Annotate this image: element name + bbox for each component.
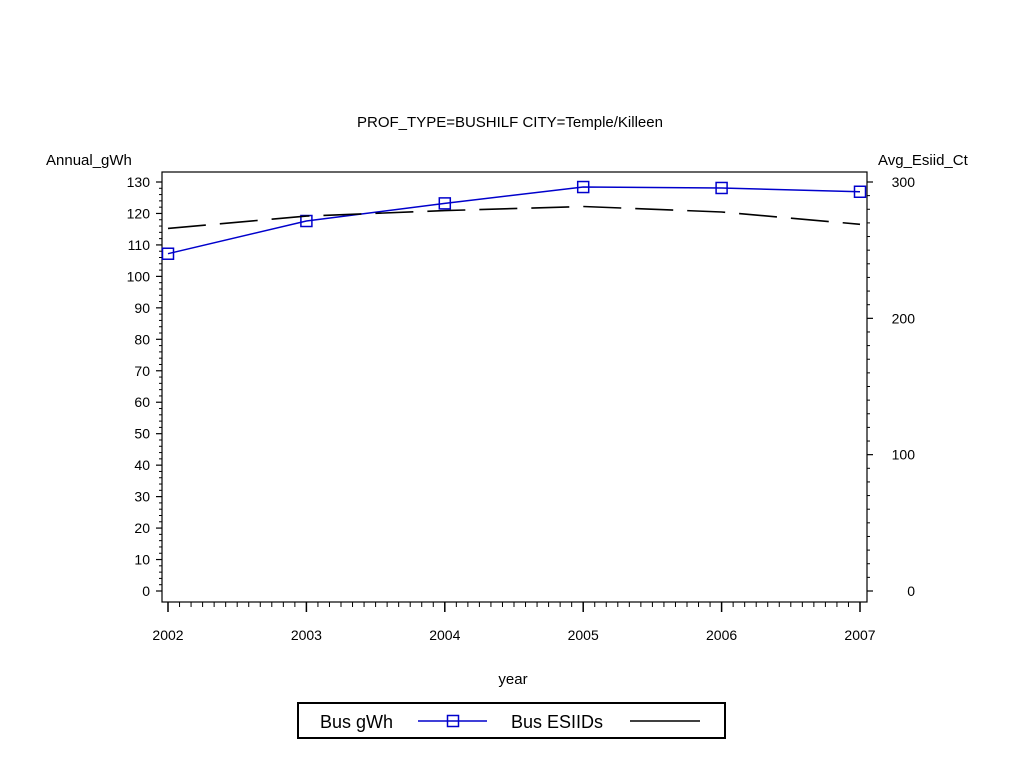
y-left-tick-label: 90 (134, 300, 150, 316)
y-left-tick-label: 20 (134, 520, 150, 536)
y-left-tick-label: 0 (142, 583, 150, 599)
chart-title: PROF_TYPE=BUSHILF CITY=Temple/Killeen (357, 114, 663, 131)
data-point-0 (576, 180, 590, 194)
x-axis-label: year (498, 671, 527, 688)
legend: Bus gWh Bus ESIIDs (297, 702, 726, 739)
data-point-0 (715, 181, 728, 195)
y-axis-left: 0 10 20 30 40 50 60 70 80 90 100 110 120 130 (127, 174, 162, 599)
y-left-tick-label: 70 (134, 363, 150, 379)
plot-frame (161, 171, 868, 603)
y-axis-right-label: Avg_Esiid_Ct (878, 152, 969, 169)
y-left-tick-label: 60 (134, 394, 150, 410)
data-point-0 (161, 247, 175, 260)
series-line-1 (167, 205, 861, 230)
series-line-0 (167, 186, 861, 255)
data-point-0 (438, 197, 452, 210)
series-layer (161, 180, 867, 260)
y-left-tick-label: 120 (127, 205, 151, 221)
x-axis: 2002 2003 2004 2005 2006 2007 (152, 602, 876, 643)
y-right-tick-label: 0 (907, 583, 915, 599)
x-tick-label: 2004 (429, 627, 460, 643)
x-tick-label: 2007 (844, 627, 875, 643)
legend-swatch-bus-gwh (418, 714, 487, 728)
legend-marker-bus-gwh (446, 714, 460, 728)
x-tick-label: 2006 (706, 627, 737, 643)
legend-box (297, 702, 726, 739)
y-right-tick-label: 200 (892, 310, 916, 326)
y-left-tick-label: 110 (128, 237, 151, 253)
y-left-tick-label: 130 (127, 174, 151, 190)
y-left-tick-label: 100 (127, 268, 151, 284)
y-axis-left-label: Annual_gWh (46, 152, 132, 169)
y-left-tick-label: 10 (134, 552, 150, 568)
legend-label-bus-gwh: Bus gWh (320, 712, 393, 732)
x-tick-label: 2003 (291, 627, 322, 643)
x-tick-label: 2002 (152, 627, 183, 643)
y-left-tick-label: 80 (134, 331, 150, 347)
y-right-tick-label: 100 (892, 447, 916, 463)
y-left-tick-label: 40 (134, 457, 150, 473)
legend-label-bus-esiids: Bus ESIIDs (511, 712, 603, 732)
x-tick-label: 2005 (568, 627, 599, 643)
data-point-0 (853, 185, 867, 199)
y-left-tick-label: 30 (134, 489, 150, 505)
y-left-tick-label: 50 (134, 426, 150, 442)
y-right-tick-label: 300 (892, 174, 916, 190)
y-axis-right: 0 100 200 300 (867, 174, 915, 599)
